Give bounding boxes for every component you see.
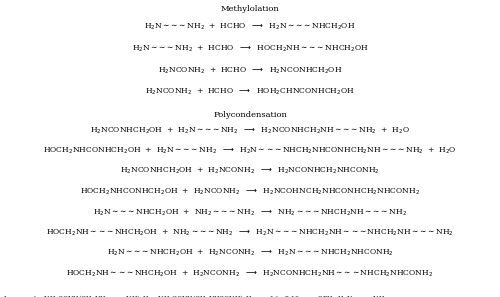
Text: HOCH$_2$NHCONHCH$_2$OH  +  H$_2$N$\sim\!\sim\!\sim$NH$_2$  $\longrightarrow$  H$: HOCH$_2$NHCONHCH$_2$OH + H$_2$N$\sim\!\s… [43, 146, 457, 156]
Text: Methylolation: Methylolation [220, 5, 280, 13]
Text: HOCH$_2$NHCONHCH$_2$OH  +  H$_2$NCONH$_2$  $\longrightarrow$  H$_2$NCOHNCH$_2$NH: HOCH$_2$NHCONHCH$_2$OH + H$_2$NCONH$_2$ … [80, 187, 420, 197]
Text: HOCH$_2$NH$\sim\!\sim\!\sim$NHCH$_2$OH  +  H$_2$NCONH$_2$  $\longrightarrow$  H$: HOCH$_2$NH$\sim\!\sim\!\sim$NHCH$_2$OH +… [66, 268, 434, 279]
Text: H$_2$NCONHCH$_2$OH  +  H$_2$N$\sim\!\sim\!\sim$NH$_2$  $\longrightarrow$  H$_2$N: H$_2$NCONHCH$_2$OH + H$_2$N$\sim\!\sim\!… [90, 125, 410, 135]
Text: H$_2$N$\sim\!\sim\!\sim$NH$_2$  +  HCHO  $\longrightarrow$  HOCH$_2$NH$\sim\!\si: H$_2$N$\sim\!\sim\!\sim$NH$_2$ + HCHO $\… [132, 43, 368, 54]
Text: H$_2$N$\sim\!\sim\!\sim$NHCH$_2$OH  +  H$_2$NCONH$_2$  $\longrightarrow$  H$_2$N: H$_2$N$\sim\!\sim\!\sim$NHCH$_2$OH + H$_… [106, 248, 394, 258]
Text: Polycondensation: Polycondensation [213, 111, 287, 119]
Text: H$_2$NCONH$_2$  +  HCHO  $\longrightarrow$  HOH$_2$CHNCONHCH$_2$OH: H$_2$NCONH$_2$ + HCHO $\longrightarrow$ … [145, 86, 355, 97]
Text: H$_2$N$\sim\!\sim\!\sim$NH$_2$  +  HCHO  $\longrightarrow$  H$_2$N$\sim\!\sim\!\: H$_2$N$\sim\!\sim\!\sim$NH$_2$ + HCHO $\… [144, 22, 356, 32]
Text: H$_2$N$\sim\!\sim\!\sim$NHCH$_2$OH  +  NH$_2$$\sim\!\sim\!\sim$NH$_2$  $\longrig: H$_2$N$\sim\!\sim\!\sim$NHCH$_2$OH + NH$… [93, 207, 407, 217]
Text: H$_2$NCONH$_2$  +  HCHO  $\longrightarrow$  H$_2$NCONHCH$_2$OH: H$_2$NCONH$_2$ + HCHO $\longrightarrow$ … [158, 65, 342, 75]
Text: In general:   NH$_2$CONH(CH$_2$NH$\sim\!\sim\!\sim$NH)$_n$H     NH$_2$CONH(CH$_2: In general: NH$_2$CONH(CH$_2$NH$\sim\!\s… [3, 293, 388, 297]
Text: HOCH$_2$NH$\sim\!\sim\!\sim$NHCH$_2$OH  +  NH$_2$$\sim\!\sim\!\sim$NH$_2$  $\lon: HOCH$_2$NH$\sim\!\sim\!\sim$NHCH$_2$OH +… [46, 228, 454, 238]
Text: H$_2$NCONHCH$_2$OH  +  H$_2$NCONH$_2$  $\longrightarrow$  H$_2$NCONHCH$_2$NHCONH: H$_2$NCONHCH$_2$OH + H$_2$NCONH$_2$ $\lo… [120, 166, 380, 176]
